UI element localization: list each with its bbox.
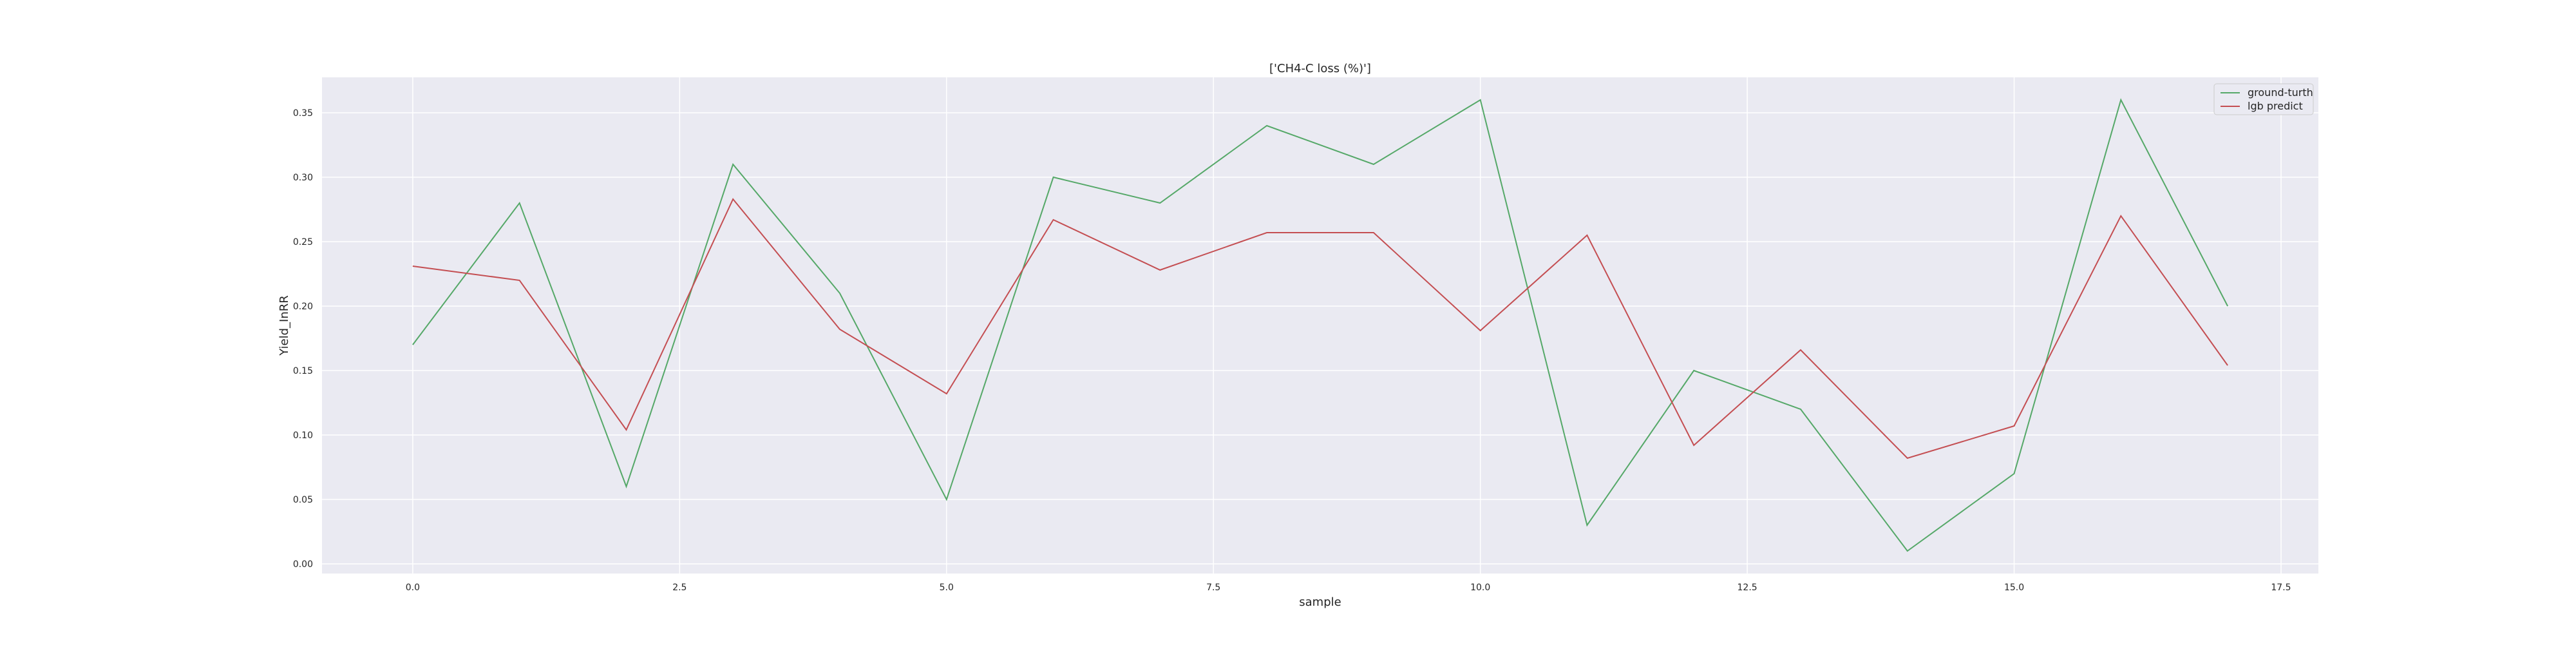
- x-tick-label: 0.0: [406, 583, 420, 593]
- series-lines: [412, 98, 2228, 552]
- x-tick-label: 17.5: [2271, 583, 2291, 593]
- x-tick-label: 10.0: [1470, 583, 1490, 593]
- y-tick-label: 0.10: [293, 430, 313, 441]
- legend-label-ground-turth: ground-turth: [2248, 86, 2313, 99]
- y-tick-label: 0.00: [293, 559, 313, 570]
- y-tick-labels: 0.00 0.05 0.10 0.15 0.20 0.25 0.30 0.35: [293, 108, 313, 570]
- x-tick-labels: 0.0 2.5 5.0 7.5 10.0 12.5 15.0 17.5: [406, 583, 2291, 593]
- x-axis-label: sample: [1299, 595, 1341, 609]
- x-tick-label: 15.0: [2004, 583, 2024, 593]
- x-tick-label: 7.5: [1206, 583, 1220, 593]
- legend: ground-turth lgb predict: [2213, 83, 2314, 115]
- y-tick-label: 0.20: [293, 302, 313, 312]
- y-tick-label: 0.15: [293, 366, 313, 376]
- y-tick-label: 0.25: [293, 237, 313, 247]
- y-tick-label: 0.35: [293, 108, 313, 119]
- series-line-ground-turth: [412, 98, 2228, 552]
- series-line-lgb-predict: [412, 198, 2228, 459]
- y-tick-label: 0.05: [293, 495, 313, 505]
- x-tick-label: 2.5: [672, 583, 687, 593]
- y-axis-label: Yield_InRR: [278, 295, 291, 356]
- y-tick-label: 0.30: [293, 173, 313, 183]
- plot-background: [322, 77, 2318, 574]
- chart-title: ['CH4-C loss (%)']: [1269, 62, 1371, 75]
- legend-label-lgb-predict: lgb predict: [2248, 100, 2303, 112]
- x-tick-label: 12.5: [1738, 583, 1757, 593]
- x-tick-label: 5.0: [940, 583, 954, 593]
